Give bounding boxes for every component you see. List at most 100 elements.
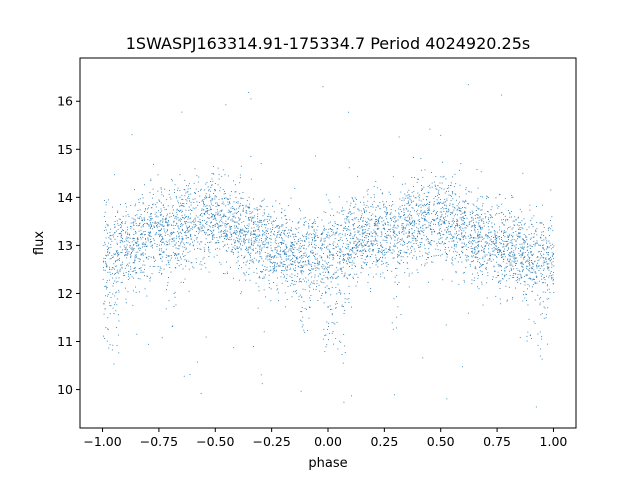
data-point: [370, 197, 372, 199]
data-point: [439, 220, 441, 222]
data-point: [281, 224, 283, 226]
data-point: [135, 242, 137, 244]
data-point: [278, 300, 279, 302]
data-point: [255, 252, 256, 254]
data-point: [110, 274, 112, 275]
data-point: [535, 229, 536, 231]
data-point: [360, 242, 362, 244]
data-point: [419, 227, 421, 229]
data-point: [446, 227, 448, 228]
data-point: [281, 238, 283, 240]
data-point: [314, 257, 316, 259]
data-point: [429, 184, 430, 186]
data-point: [255, 234, 257, 236]
data-point: [384, 257, 386, 259]
data-point: [116, 251, 118, 253]
data-point: [550, 189, 552, 191]
data-point: [248, 247, 250, 249]
data-point: [286, 246, 287, 248]
data-point: [114, 265, 116, 267]
data-point: [150, 222, 151, 224]
data-point: [172, 212, 174, 214]
data-point: [176, 222, 178, 224]
data-point: [258, 221, 260, 223]
data-point: [266, 230, 268, 231]
data-point: [463, 212, 465, 214]
data-point: [109, 302, 110, 304]
data-point: [137, 210, 139, 211]
data-point: [304, 261, 306, 263]
data-point: [249, 253, 250, 255]
data-point: [453, 251, 454, 253]
data-point: [298, 296, 300, 298]
data-point: [479, 240, 481, 242]
data-point: [342, 253, 344, 255]
data-point: [107, 225, 109, 227]
data-point: [478, 244, 479, 246]
data-point: [398, 213, 400, 215]
data-point: [240, 244, 241, 246]
data-point: [408, 229, 410, 230]
data-point: [156, 202, 158, 204]
data-point: [104, 241, 106, 243]
data-point: [127, 253, 129, 254]
data-point: [162, 224, 163, 226]
data-point: [375, 232, 377, 234]
data-point: [304, 216, 306, 218]
data-point: [135, 254, 137, 256]
data-point: [209, 196, 211, 198]
data-point: [468, 242, 469, 243]
data-point: [210, 200, 212, 201]
data-point: [383, 228, 385, 230]
data-point: [317, 217, 319, 218]
data-point: [118, 291, 120, 293]
data-point: [140, 254, 142, 256]
data-point: [543, 277, 545, 279]
data-point: [136, 238, 138, 240]
data-point: [408, 197, 410, 199]
data-point: [419, 232, 420, 234]
data-point: [529, 285, 530, 287]
data-point: [480, 245, 482, 247]
data-point: [508, 286, 510, 288]
data-point: [513, 261, 515, 263]
data-point: [486, 196, 488, 198]
data-point: [298, 281, 300, 283]
data-point: [293, 252, 295, 254]
data-point: [448, 185, 449, 187]
data-point: [428, 222, 430, 224]
data-point: [171, 241, 173, 243]
data-point: [371, 250, 373, 252]
data-point: [539, 304, 541, 306]
data-point: [247, 249, 249, 251]
data-point: [151, 273, 153, 275]
data-point: [283, 240, 285, 242]
data-point: [319, 255, 321, 257]
data-point: [418, 223, 420, 225]
data-point: [380, 231, 382, 233]
data-point: [496, 234, 498, 236]
data-point: [314, 253, 316, 255]
data-point: [302, 236, 304, 238]
data-point: [533, 236, 535, 238]
data-point: [518, 235, 519, 237]
data-point: [340, 268, 342, 270]
data-point: [331, 255, 333, 257]
data-point: [375, 233, 377, 234]
data-point: [336, 228, 338, 230]
data-point: [117, 252, 118, 254]
data-point: [536, 228, 538, 230]
data-point: [366, 241, 368, 243]
data-point: [183, 189, 185, 190]
data-point: [350, 233, 352, 235]
data-point: [404, 252, 406, 254]
data-point: [519, 271, 521, 272]
data-point: [416, 213, 418, 215]
data-point: [496, 231, 498, 233]
data-point: [226, 235, 228, 237]
data-point: [207, 210, 209, 212]
data-point: [182, 268, 184, 270]
data-point: [520, 283, 522, 285]
data-point: [174, 291, 176, 293]
data-point: [360, 267, 362, 269]
